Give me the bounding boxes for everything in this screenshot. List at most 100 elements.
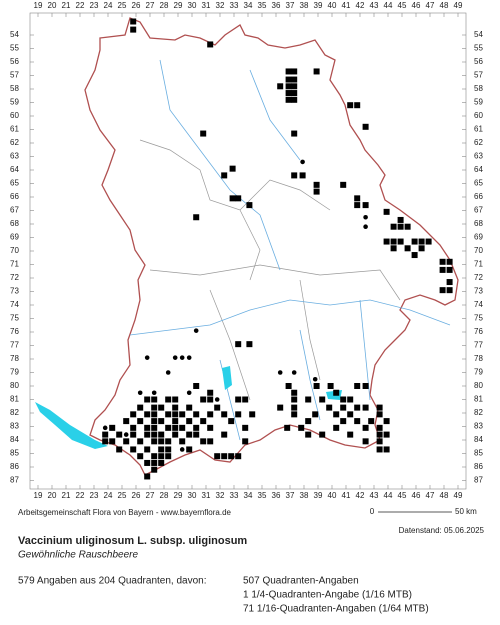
occurrence-square bbox=[425, 238, 432, 245]
column-label: 38 bbox=[300, 1, 309, 10]
row-label: 64 bbox=[10, 165, 19, 174]
column-label: 37 bbox=[286, 1, 295, 10]
row-label: 64 bbox=[474, 165, 483, 174]
occurrence-square bbox=[242, 396, 249, 403]
occurrence-square bbox=[446, 266, 453, 273]
column-label: 28 bbox=[160, 491, 169, 500]
occurrence-square bbox=[235, 411, 242, 418]
occurrence-square bbox=[172, 424, 179, 431]
occurrence-square bbox=[340, 404, 347, 411]
occurrence-square bbox=[200, 130, 207, 137]
occurrence-square bbox=[313, 68, 320, 75]
column-label: 26 bbox=[132, 491, 141, 500]
row-label: 56 bbox=[10, 57, 19, 66]
occurrence-square bbox=[246, 341, 253, 348]
occurrence-square bbox=[326, 404, 333, 411]
occurrence-square bbox=[291, 83, 298, 90]
occurrence-square bbox=[130, 26, 137, 33]
occurrence-square bbox=[151, 466, 158, 473]
occurrence-square bbox=[347, 411, 354, 418]
column-label: 33 bbox=[230, 491, 239, 500]
occurrence-dot bbox=[363, 224, 368, 229]
column-label: 32 bbox=[216, 491, 225, 500]
column-label: 32 bbox=[216, 1, 225, 10]
row-label: 68 bbox=[474, 219, 483, 228]
occurrence-square bbox=[144, 446, 151, 453]
occurrence-square bbox=[109, 438, 116, 445]
occurrence-dot bbox=[123, 432, 129, 437]
row-label: 61 bbox=[10, 125, 19, 134]
row-label: 80 bbox=[10, 381, 19, 390]
occurrence-square bbox=[200, 418, 207, 425]
column-label: 46 bbox=[412, 1, 421, 10]
occurrence-square bbox=[207, 41, 214, 48]
row-label: 61 bbox=[474, 125, 483, 134]
column-label: 30 bbox=[188, 1, 197, 10]
occurrence-square bbox=[221, 431, 228, 438]
row-label: 76 bbox=[10, 327, 19, 336]
occurrence-square bbox=[130, 424, 137, 431]
occurrence-square bbox=[319, 431, 326, 438]
row-label: 77 bbox=[10, 341, 19, 350]
column-label: 35 bbox=[258, 491, 267, 500]
occurrence-square bbox=[235, 195, 242, 202]
column-label: 42 bbox=[356, 1, 365, 10]
column-label: 26 bbox=[132, 1, 141, 10]
occurrence-square bbox=[165, 396, 172, 403]
row-label: 72 bbox=[474, 273, 483, 282]
row-label: 67 bbox=[474, 206, 483, 215]
occurrence-square bbox=[130, 411, 137, 418]
row-label: 59 bbox=[474, 98, 483, 107]
occurrence-square bbox=[193, 431, 200, 438]
occurrence-square bbox=[179, 424, 186, 431]
occurrence-square bbox=[383, 238, 390, 245]
occurrence-square bbox=[151, 396, 158, 403]
row-label: 68 bbox=[10, 219, 19, 228]
occurrence-square bbox=[446, 279, 453, 286]
occurrence-square bbox=[347, 396, 354, 403]
row-label: 73 bbox=[10, 287, 19, 296]
occurrence-square bbox=[102, 431, 109, 438]
column-label: 39 bbox=[314, 1, 323, 10]
occurrence-square bbox=[340, 418, 347, 425]
row-label: 58 bbox=[10, 84, 19, 93]
occurrence-square bbox=[193, 214, 200, 221]
scale-end: 50 km bbox=[455, 507, 477, 516]
column-label: 20 bbox=[48, 491, 57, 500]
occurrence-square bbox=[229, 195, 236, 202]
occurrence-square bbox=[362, 123, 369, 130]
occurrence-square bbox=[214, 453, 221, 460]
occurrence-square bbox=[376, 446, 383, 453]
occurrence-square bbox=[404, 223, 411, 230]
occurrence-square bbox=[193, 383, 200, 389]
column-label: 39 bbox=[314, 491, 323, 500]
column-label: 23 bbox=[90, 491, 99, 500]
occurrence-square bbox=[179, 411, 186, 418]
row-label: 55 bbox=[10, 44, 19, 53]
row-label: 72 bbox=[10, 273, 19, 282]
column-label: 25 bbox=[118, 1, 127, 10]
occurrence-square bbox=[123, 418, 130, 425]
occurrence-square bbox=[291, 404, 298, 411]
occurrence-dot bbox=[137, 390, 143, 396]
column-label: 29 bbox=[174, 491, 183, 500]
occurrence-square bbox=[277, 404, 284, 411]
occurrence-square bbox=[109, 424, 116, 431]
occurrence-dot bbox=[312, 376, 318, 382]
row-label: 54 bbox=[10, 30, 19, 39]
occurrence-square bbox=[439, 287, 446, 294]
column-label: 19 bbox=[34, 1, 43, 10]
occurrence-square bbox=[130, 446, 137, 453]
occurrence-square bbox=[291, 90, 298, 97]
occurrence-square bbox=[158, 404, 165, 411]
occurrence-square bbox=[291, 76, 298, 83]
occurrence-square bbox=[397, 223, 404, 230]
column-label: 41 bbox=[342, 1, 351, 10]
occurrence-square bbox=[313, 188, 320, 195]
map-frame bbox=[29, 12, 467, 490]
occurrence-square bbox=[235, 396, 242, 403]
occurrence-square bbox=[411, 238, 418, 245]
occurrence-square bbox=[172, 396, 179, 403]
occurrence-square bbox=[291, 389, 298, 396]
